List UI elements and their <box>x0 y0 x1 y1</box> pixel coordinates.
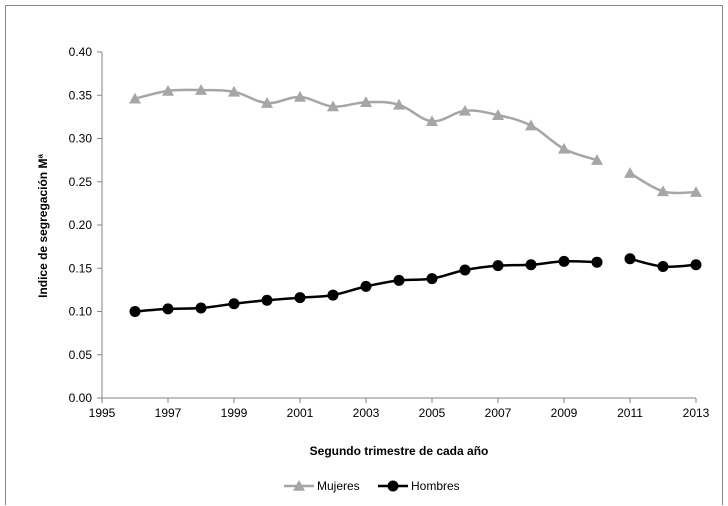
data-point-mujeres <box>492 109 504 120</box>
data-point-hombres <box>690 259 702 271</box>
y-axis-ticks: 0.00 0.05 0.10 0.15 0.20 0.25 0.30 0.35 0.40 <box>69 45 102 405</box>
data-point-hombres <box>360 280 372 292</box>
series-mujeres <box>129 84 702 197</box>
data-point-mujeres <box>162 84 174 96</box>
legend-item-mujeres: Mujeres <box>284 479 360 493</box>
legend-marker-hombres <box>387 480 399 492</box>
data-point-mujeres <box>195 84 207 95</box>
data-point-mujeres <box>327 100 339 112</box>
data-point-mujeres <box>261 97 273 108</box>
y-axis-title: Indice de segregación Mª <box>36 154 50 298</box>
x-tick-label: 1995 <box>89 406 116 420</box>
data-point-hombres <box>129 306 141 317</box>
legend-label-mujeres: Mujeres <box>317 479 360 493</box>
data-point-hombres <box>558 255 570 267</box>
series-layer <box>129 84 702 317</box>
x-tick-label: 2005 <box>419 406 446 420</box>
data-point-hombres <box>195 302 207 314</box>
data-point-mujeres <box>459 104 471 116</box>
x-tick-label: 2003 <box>353 406 380 420</box>
series-hombres <box>129 253 702 317</box>
x-tick-label: 1997 <box>155 406 182 420</box>
y-tick-label: 0.20 <box>69 218 93 232</box>
x-axis-ticks: 1995 1997 1999 2001 2003 2005 2007 2009 2011 2013 <box>89 398 710 420</box>
data-point-mujeres <box>426 115 438 126</box>
x-tick-label: 2011 <box>617 406 643 420</box>
legend-item-hombres: Hombres <box>378 479 460 493</box>
data-point-hombres <box>294 292 306 304</box>
data-point-mujeres <box>393 98 405 110</box>
y-tick-label: 0.35 <box>69 88 93 102</box>
data-point-mujeres <box>360 96 372 107</box>
data-point-hombres <box>327 289 339 301</box>
x-tick-label: 2001 <box>287 406 314 420</box>
data-point-hombres <box>591 256 603 268</box>
data-point-hombres <box>426 273 438 285</box>
data-point-mujeres <box>591 154 603 165</box>
data-point-hombres <box>228 298 240 310</box>
data-point-mujeres <box>558 142 570 154</box>
data-point-hombres <box>162 303 174 315</box>
y-tick-label: 0.25 <box>69 175 93 189</box>
data-point-mujeres <box>129 92 141 104</box>
data-point-mujeres <box>657 185 669 197</box>
y-tick-label: 0.40 <box>69 45 93 59</box>
data-point-hombres <box>393 274 405 286</box>
y-tick-label: 0.30 <box>69 132 93 146</box>
x-tick-label: 1999 <box>221 406 248 420</box>
x-tick-label: 2013 <box>683 406 710 420</box>
y-tick-label: 0.15 <box>69 261 93 275</box>
x-tick-label: 2009 <box>551 406 578 420</box>
data-point-hombres <box>261 294 273 306</box>
legend-marker-mujeres <box>293 480 305 491</box>
y-tick-label: 0.05 <box>69 348 93 362</box>
data-point-hombres <box>624 253 636 265</box>
data-point-hombres <box>525 259 537 271</box>
x-tick-label: 2007 <box>485 406 512 420</box>
data-point-hombres <box>657 261 669 273</box>
data-point-mujeres <box>690 186 702 197</box>
legend: Mujeres Hombres <box>284 479 460 493</box>
y-tick-label: 0.00 <box>69 391 93 405</box>
legend-label-hombres: Hombres <box>411 479 460 493</box>
data-point-hombres <box>459 264 471 276</box>
data-point-mujeres <box>294 90 306 102</box>
data-point-mujeres <box>228 85 240 97</box>
data-point-mujeres <box>624 167 636 178</box>
y-tick-label: 0.10 <box>69 305 93 319</box>
data-point-hombres <box>492 260 504 272</box>
x-axis-title: Segundo trimestre de cada año <box>310 444 489 458</box>
chart-frame <box>5 5 723 505</box>
data-point-mujeres <box>525 119 537 131</box>
